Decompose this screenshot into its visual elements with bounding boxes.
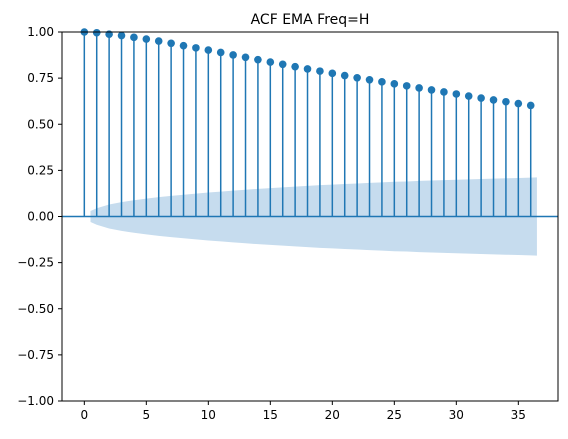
acf-point (278, 60, 287, 69)
acf-point (365, 75, 374, 84)
acf-point (440, 88, 448, 96)
x-tick-label: 10 (201, 408, 216, 422)
acf-point (514, 99, 523, 108)
acf-point (502, 97, 510, 106)
acf-point (415, 84, 423, 92)
y-tick-label: 0.00 (27, 210, 54, 224)
acf-point (477, 94, 485, 102)
acf-point (192, 44, 200, 52)
acf-point (464, 92, 473, 100)
x-tick-label: 15 (263, 408, 278, 422)
acf-point (328, 69, 337, 78)
x-tick-label: 5 (142, 408, 150, 422)
acf-point (266, 58, 275, 66)
acf-point (340, 71, 349, 80)
acf-point (303, 65, 312, 73)
acf-point (353, 73, 361, 82)
acf-point (154, 37, 163, 45)
x-tick-label: 20 (325, 408, 340, 422)
y-tick-label: 0.25 (27, 163, 54, 177)
y-tick-label: −0.75 (17, 348, 54, 362)
y-tick-label: −1.00 (17, 394, 54, 408)
acf-point (216, 48, 225, 57)
y-tick-label: 1.00 (27, 25, 54, 39)
acf-point (291, 62, 299, 71)
acf-point (402, 82, 411, 90)
acf-point (92, 28, 101, 37)
acf-point (427, 86, 436, 94)
y-tick-label: −0.50 (17, 302, 54, 316)
acf-point (241, 53, 250, 62)
acf-point (390, 80, 399, 88)
x-tick-label: 30 (449, 408, 464, 422)
acf-point (142, 35, 151, 43)
x-tick-label: 25 (387, 408, 402, 422)
x-tick-label: 0 (80, 408, 88, 422)
chart-title: ACF EMA Freq=H (251, 12, 370, 28)
acf-point (489, 96, 498, 104)
acf-point (229, 51, 237, 59)
acf-point (117, 31, 126, 40)
stem-layer (80, 28, 535, 217)
acf-point (316, 67, 324, 75)
acf-point (130, 33, 138, 42)
y-tick-label: 0.50 (27, 117, 54, 131)
y-tick-label: −0.25 (17, 256, 54, 270)
acf-point (452, 90, 461, 98)
acf-point (204, 46, 213, 54)
y-tick-label: 0.75 (27, 71, 54, 85)
axis-layer: 0 5 10 15 20 25 30 35 −1.00 −0.75 −0.50 −0.25 0.00 0.… (17, 25, 559, 422)
acf-point (254, 55, 262, 64)
acf-point (378, 78, 386, 86)
acf-point (526, 101, 535, 110)
x-tick-label: 35 (511, 408, 526, 422)
acf-point (179, 41, 188, 50)
acf-point (167, 39, 175, 48)
